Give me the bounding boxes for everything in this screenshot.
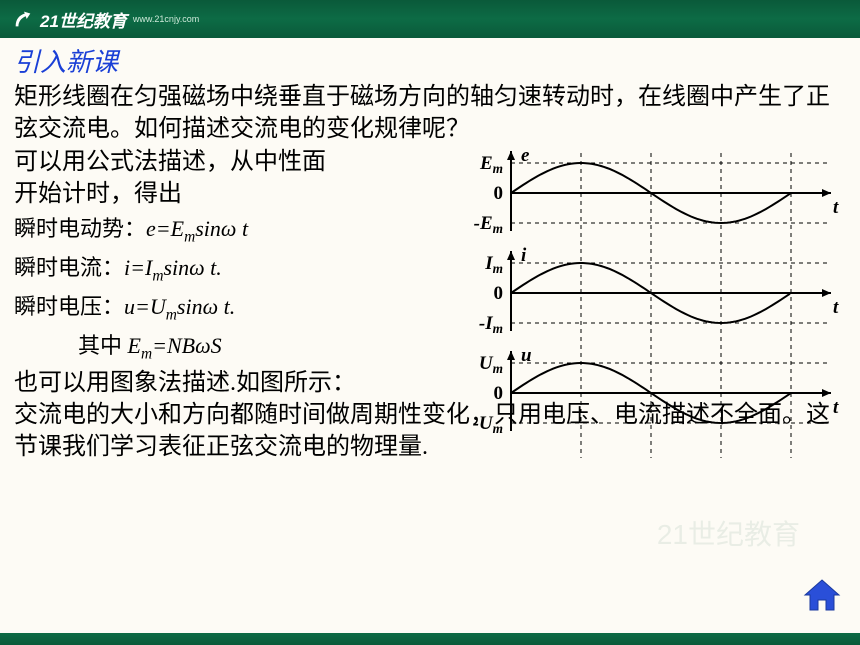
formula-voltage-math: u=Umsinω t. xyxy=(124,294,235,319)
formula-current-math: i=Imsinω t. xyxy=(124,255,222,280)
formula-voltage-label: 瞬时电压： xyxy=(14,294,124,319)
footer-bar xyxy=(0,633,860,645)
watermark: 21世纪教育 xyxy=(657,513,800,553)
svg-text:0: 0 xyxy=(494,283,504,304)
svg-text:Em: Em xyxy=(479,153,503,176)
method-line-2: 开始计时，得出 xyxy=(14,178,424,210)
formula-emf-label: 瞬时电动势： xyxy=(14,216,146,241)
svg-text:t: t xyxy=(833,297,839,318)
svg-text:Im: Im xyxy=(484,253,503,276)
left-column: 可以用公式法描述，从中性面 开始计时，得出 瞬时电动势：e=Emsinω t 瞬… xyxy=(14,146,424,367)
formula-emf-math: e=Emsinω t xyxy=(146,216,248,241)
formula-em-label: 其中 xyxy=(78,333,128,358)
svg-text:0: 0 xyxy=(494,183,504,204)
svg-text:0: 0 xyxy=(494,383,504,404)
method-line-1: 可以用公式法描述，从中性面 xyxy=(14,146,424,178)
svg-text:-Um: -Um xyxy=(473,413,503,436)
svg-text:-Im: -Im xyxy=(479,313,503,336)
svg-text:i: i xyxy=(521,245,527,266)
svg-text:u: u xyxy=(521,345,532,366)
slide-content: 引入新课 矩形线圈在匀强磁场中绕垂直于磁场方向的轴匀速转动时，在线圈中产生了正弦… xyxy=(0,38,860,633)
svg-text:Um: Um xyxy=(479,353,503,376)
svg-text:t: t xyxy=(833,197,839,218)
logo-subtext: www.21cnjy.com xyxy=(133,14,199,24)
formula-em-math: Em=NBωS xyxy=(128,333,222,358)
svg-text:e: e xyxy=(521,148,530,166)
formula-current: 瞬时电流：i=Imsinω t. xyxy=(14,250,424,289)
formula-voltage: 瞬时电压：u=Umsinω t. xyxy=(14,289,424,328)
formula-emf: 瞬时电动势：e=Emsinω t xyxy=(14,211,424,250)
home-icon[interactable] xyxy=(802,577,842,613)
sine-charts: Em 0 -Em e t Im 0 -Im i t Um 0 -Um u t xyxy=(456,148,846,458)
intro-paragraph: 矩形线圈在匀强磁场中绕垂直于磁场方向的轴匀速转动时，在线圈中产生了正弦交流电。如… xyxy=(14,81,846,146)
section-title: 引入新课 xyxy=(14,42,846,79)
formula-current-label: 瞬时电流： xyxy=(14,255,124,280)
svg-text:-Em: -Em xyxy=(474,213,503,236)
logo-text: 21世纪教育 xyxy=(40,7,127,32)
formula-em: 其中 Em=NBωS xyxy=(14,328,424,367)
svg-text:t: t xyxy=(833,397,839,418)
header-bar: 21世纪教育 www.21cnjy.com xyxy=(0,0,860,38)
logo-icon xyxy=(12,8,34,30)
